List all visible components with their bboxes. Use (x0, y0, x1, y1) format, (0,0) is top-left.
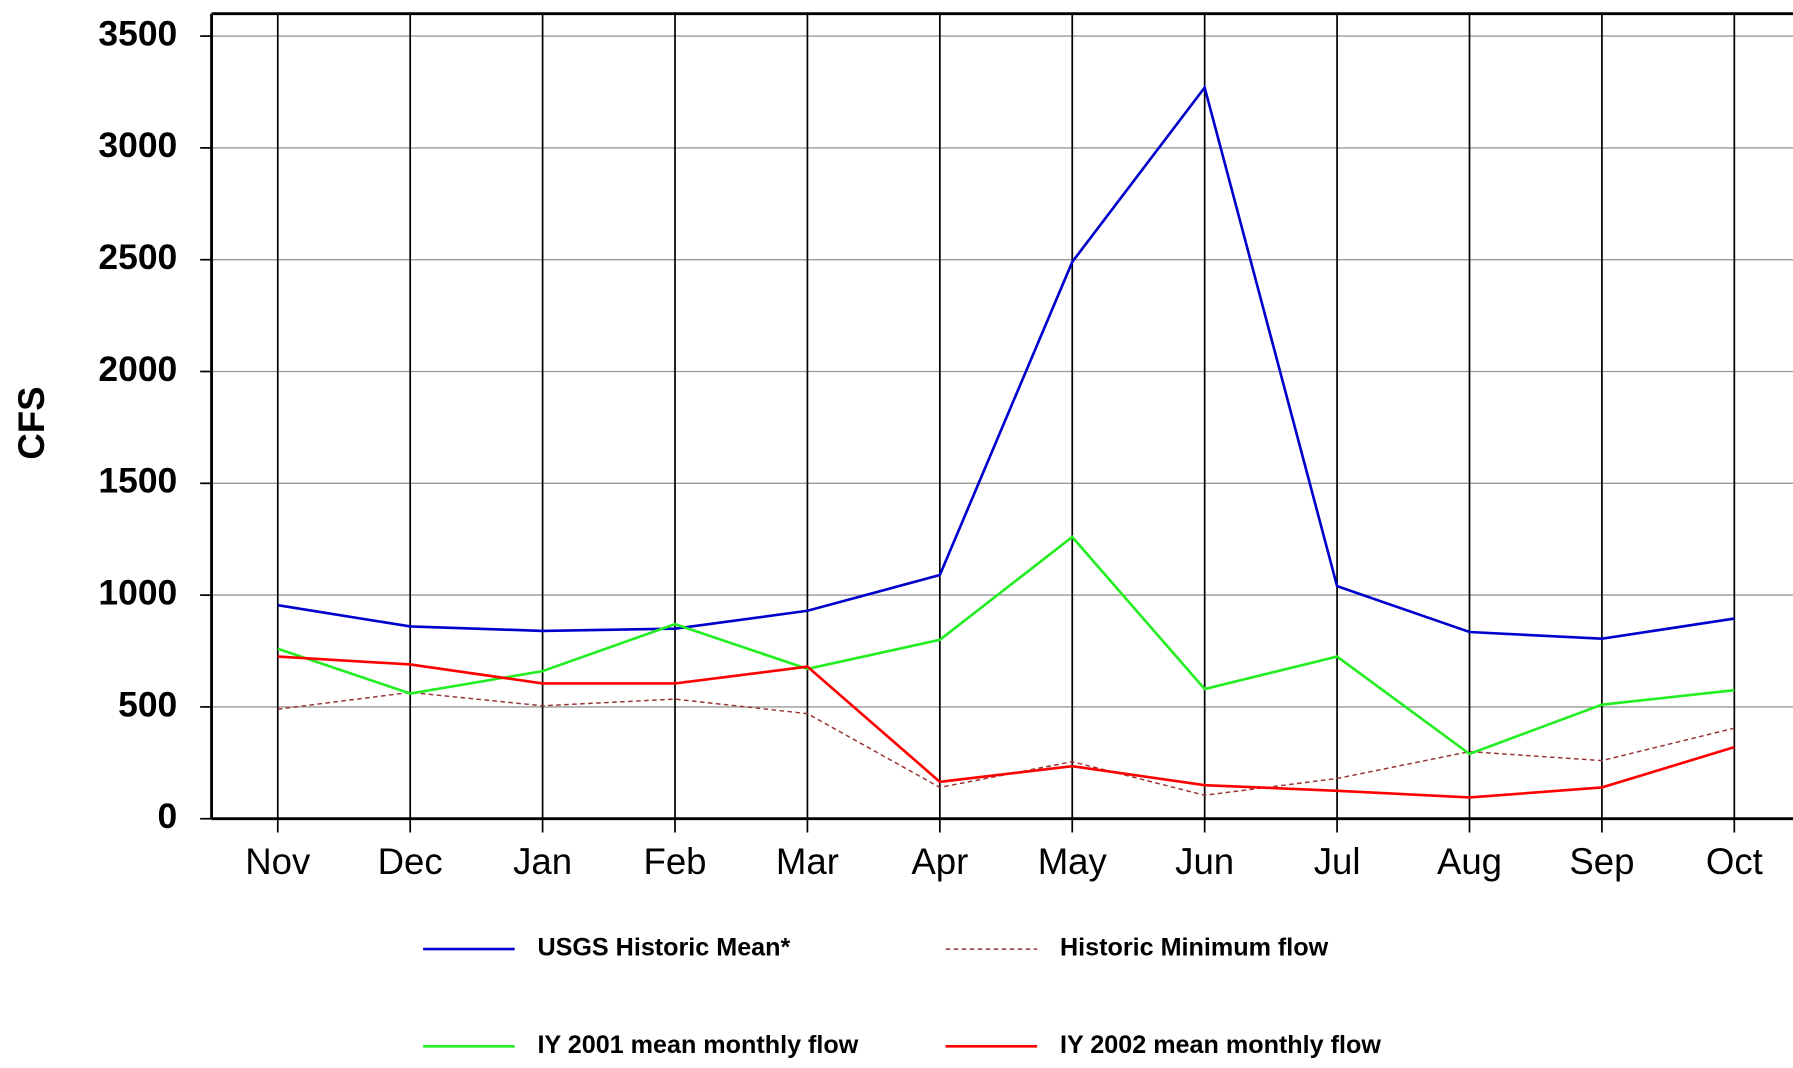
x-tick-label: Jun (1175, 841, 1234, 882)
y-tick-label: 3500 (98, 13, 177, 53)
x-tick-label: Dec (378, 841, 443, 882)
y-axis-label: CFS (11, 386, 52, 459)
series-line (277, 535, 1735, 756)
y-tick-label: 1500 (98, 461, 177, 501)
y-tick-label: 2500 (98, 237, 177, 277)
x-tick-label: May (1038, 841, 1108, 882)
x-tick-label: Apr (911, 841, 968, 882)
x-tick-label: Jan (513, 841, 572, 882)
x-tick-label: Mar (776, 841, 839, 882)
x-tick-label: Jul (1314, 841, 1361, 882)
x-tick-label: Oct (1706, 841, 1763, 882)
series-line (277, 84, 1735, 641)
y-tick-label: 3000 (98, 125, 177, 165)
y-tick-label: 0 (158, 796, 178, 836)
legend-label: IY 2001 mean monthly flow (537, 1031, 858, 1059)
x-tick-label: Feb (643, 841, 706, 882)
legend-label: USGS Historic Mean* (537, 934, 790, 962)
y-tick-label: 500 (118, 684, 177, 724)
x-tick-label: Nov (245, 841, 311, 882)
legend-label: IY 2002 mean monthly flow (1060, 1031, 1381, 1059)
x-tick-label: Aug (1437, 841, 1502, 882)
x-tick-label: Sep (1569, 841, 1634, 882)
series-line (277, 655, 1735, 799)
legend-label: Historic Minimum flow (1060, 934, 1329, 962)
y-tick-label: 1000 (98, 572, 177, 612)
y-tick-label: 2000 (98, 349, 177, 389)
series-line (277, 691, 1735, 796)
